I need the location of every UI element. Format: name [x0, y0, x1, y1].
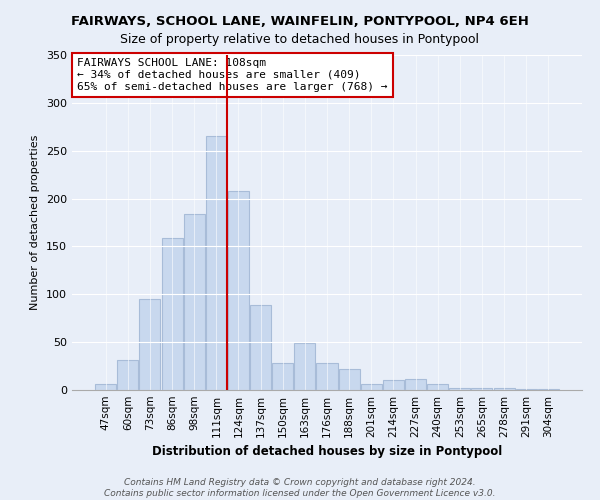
Bar: [538, 389, 559, 390]
Bar: [472, 388, 493, 390]
Text: FAIRWAYS SCHOOL LANE: 108sqm
← 34% of detached houses are smaller (409)
65% of s: FAIRWAYS SCHOOL LANE: 108sqm ← 34% of de…: [77, 58, 388, 92]
Bar: [272, 363, 293, 390]
Bar: [449, 388, 470, 390]
Text: FAIRWAYS, SCHOOL LANE, WAINFELIN, PONTYPOOL, NP4 6EH: FAIRWAYS, SCHOOL LANE, WAINFELIN, PONTYP…: [71, 15, 529, 28]
Bar: [515, 389, 536, 390]
Bar: [118, 360, 139, 390]
Y-axis label: Number of detached properties: Number of detached properties: [31, 135, 40, 310]
Bar: [405, 380, 426, 390]
Bar: [295, 343, 316, 390]
Bar: [184, 214, 205, 390]
Bar: [383, 380, 404, 390]
Bar: [139, 299, 160, 390]
Bar: [361, 384, 382, 390]
Bar: [95, 384, 116, 390]
Bar: [316, 363, 338, 390]
Bar: [494, 388, 515, 390]
Text: Size of property relative to detached houses in Pontypool: Size of property relative to detached ho…: [121, 32, 479, 46]
Bar: [228, 191, 249, 390]
Bar: [338, 369, 359, 390]
Bar: [250, 305, 271, 390]
Bar: [427, 384, 448, 390]
Bar: [161, 238, 182, 390]
X-axis label: Distribution of detached houses by size in Pontypool: Distribution of detached houses by size …: [152, 446, 502, 458]
Text: Contains HM Land Registry data © Crown copyright and database right 2024.
Contai: Contains HM Land Registry data © Crown c…: [104, 478, 496, 498]
Bar: [206, 136, 227, 390]
